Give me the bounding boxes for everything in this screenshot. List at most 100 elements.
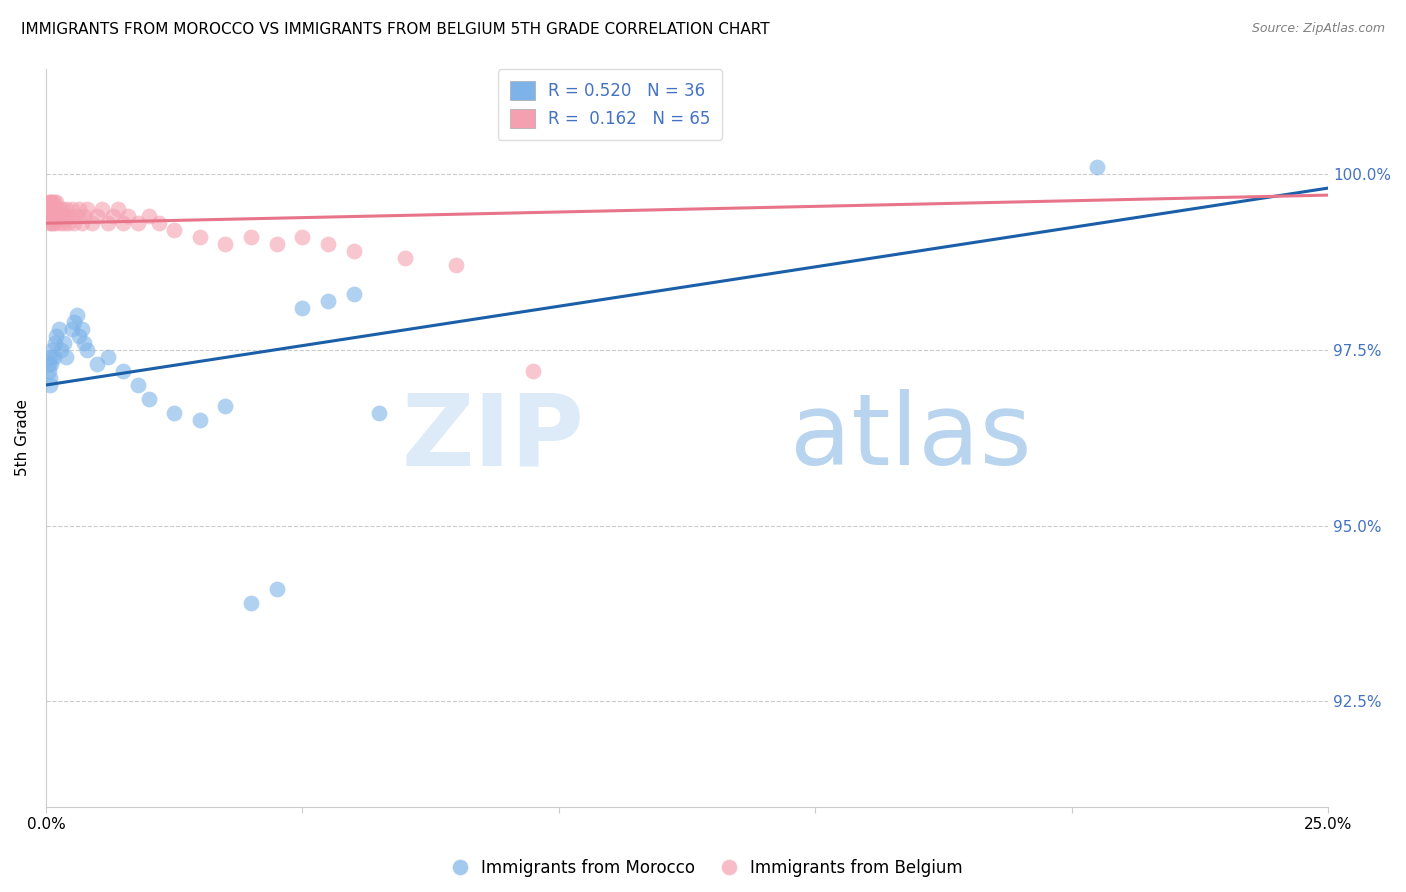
- Point: [368, 406, 391, 420]
- Point: [60, 202, 83, 217]
- Point: [60, 322, 83, 336]
- Point: [82, 216, 104, 230]
- Point: [70, 216, 93, 230]
- Point: [42, 202, 65, 217]
- Point: [266, 237, 288, 252]
- Point: [266, 582, 288, 596]
- Point: [66, 308, 89, 322]
- Point: [316, 237, 339, 252]
- Text: atlas: atlas: [790, 389, 1031, 486]
- Point: [291, 301, 314, 315]
- Point: [76, 343, 98, 357]
- Point: [446, 259, 468, 273]
- Point: [42, 350, 65, 364]
- Point: [58, 209, 80, 223]
- Point: [343, 244, 366, 259]
- Y-axis label: 5th Grade: 5th Grade: [15, 400, 30, 476]
- Point: [49, 216, 72, 230]
- Point: [39, 357, 62, 371]
- Point: [41, 209, 63, 223]
- Point: [38, 371, 60, 385]
- Point: [91, 202, 114, 217]
- Point: [52, 335, 75, 350]
- Point: [111, 364, 134, 378]
- Legend: R = 0.520   N = 36, R =  0.162   N = 65: R = 0.520 N = 36, R = 0.162 N = 65: [498, 70, 723, 140]
- Point: [73, 209, 96, 223]
- Point: [39, 209, 62, 223]
- Point: [96, 350, 118, 364]
- Point: [41, 195, 63, 210]
- Point: [38, 195, 60, 210]
- Point: [240, 230, 263, 244]
- Point: [291, 230, 314, 244]
- Point: [67, 202, 90, 217]
- Point: [76, 202, 98, 217]
- Point: [38, 357, 60, 371]
- Point: [45, 328, 67, 343]
- Point: [316, 293, 339, 308]
- Point: [51, 343, 73, 357]
- Point: [63, 315, 86, 329]
- Point: [39, 202, 62, 217]
- Point: [163, 223, 186, 237]
- Point: [127, 216, 149, 230]
- Point: [52, 216, 75, 230]
- Point: [148, 216, 170, 230]
- Point: [188, 413, 211, 427]
- Point: [38, 216, 60, 230]
- Point: [55, 350, 77, 364]
- Point: [138, 392, 160, 406]
- Point: [41, 343, 63, 357]
- Point: [41, 216, 63, 230]
- Point: [42, 209, 65, 223]
- Point: [86, 209, 108, 223]
- Point: [44, 202, 66, 217]
- Point: [51, 209, 73, 223]
- Point: [44, 216, 66, 230]
- Point: [73, 335, 96, 350]
- Point: [1085, 160, 1108, 174]
- Point: [39, 195, 62, 210]
- Point: [163, 406, 186, 420]
- Point: [39, 209, 62, 223]
- Point: [394, 252, 416, 266]
- Point: [45, 209, 67, 223]
- Point: [240, 596, 263, 610]
- Point: [522, 364, 544, 378]
- Point: [55, 202, 77, 217]
- Point: [96, 216, 118, 230]
- Point: [42, 195, 65, 210]
- Text: Source: ZipAtlas.com: Source: ZipAtlas.com: [1251, 22, 1385, 36]
- Point: [38, 364, 60, 378]
- Point: [38, 202, 60, 217]
- Point: [66, 209, 89, 223]
- Point: [67, 328, 90, 343]
- Point: [44, 209, 66, 223]
- Point: [48, 322, 70, 336]
- Point: [38, 195, 60, 210]
- Point: [117, 209, 139, 223]
- Point: [107, 202, 129, 217]
- Point: [45, 202, 67, 217]
- Point: [56, 216, 79, 230]
- Text: ZIP: ZIP: [402, 389, 585, 486]
- Point: [45, 195, 67, 210]
- Point: [214, 237, 236, 252]
- Point: [101, 209, 124, 223]
- Point: [39, 378, 62, 392]
- Point: [39, 216, 62, 230]
- Point: [41, 202, 63, 217]
- Text: IMMIGRANTS FROM MOROCCO VS IMMIGRANTS FROM BELGIUM 5TH GRADE CORRELATION CHART: IMMIGRANTS FROM MOROCCO VS IMMIGRANTS FR…: [21, 22, 769, 37]
- Point: [53, 209, 76, 223]
- Point: [39, 350, 62, 364]
- Point: [46, 209, 69, 223]
- Point: [63, 216, 86, 230]
- Point: [188, 230, 211, 244]
- Point: [48, 202, 70, 217]
- Point: [38, 209, 60, 223]
- Point: [39, 202, 62, 217]
- Point: [111, 216, 134, 230]
- Point: [214, 399, 236, 413]
- Point: [38, 202, 60, 217]
- Point: [70, 322, 93, 336]
